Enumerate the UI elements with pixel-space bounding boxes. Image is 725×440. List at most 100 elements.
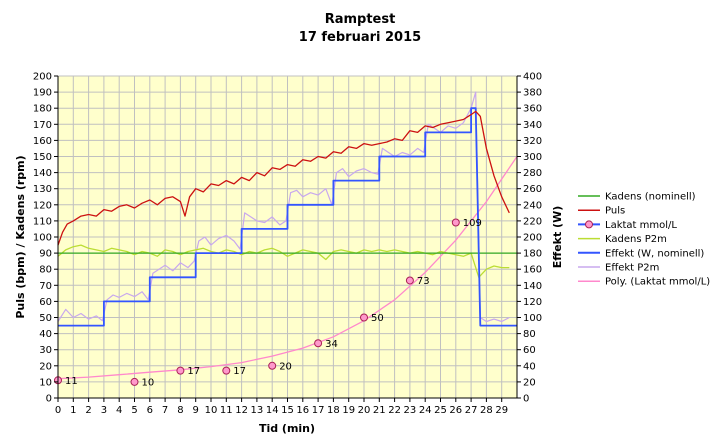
x-tick-label: 0	[55, 405, 61, 416]
y-tick-label: 170	[33, 120, 52, 131]
y-tick-label: 110	[33, 216, 52, 227]
series-line-poly-laktat-mmol-l	[57, 156, 518, 380]
x-axis-label: Tid (min)	[259, 422, 315, 435]
y-axis-label: Puls (bpm) / Kadens (rpm)	[14, 155, 27, 318]
laktat-point	[405, 276, 414, 285]
y-tick-label: 80	[39, 265, 52, 276]
y-tick-label: 190	[33, 88, 52, 99]
laktat-data-label: 73	[417, 276, 430, 287]
legend-label-puls: Puls	[605, 206, 625, 217]
x-tick-label: 18	[327, 405, 340, 416]
y2-axis-label: Effekt (W)	[551, 206, 564, 268]
laktat-data-label: 34	[325, 339, 338, 350]
laktat-point	[268, 361, 277, 370]
legend-label-effekt-w-nominell: Effekt (W, nominell)	[605, 248, 704, 259]
laktat-data-label: 17	[187, 366, 200, 377]
x-tick-label: 20	[358, 405, 371, 416]
laktat-point	[314, 339, 323, 348]
x-tick-label: 4	[116, 405, 122, 416]
y-tick-label: 30	[39, 345, 52, 356]
series-line-effekt-w-nominell	[58, 107, 517, 327]
x-tick-label: 11	[220, 405, 233, 416]
legend: Kadens (nominell) Puls Laktat mmol/L Kadens…	[578, 192, 710, 288]
y2-tick-label: 40	[523, 361, 536, 372]
y2-tick-label: 240	[523, 200, 542, 211]
x-tick-label: 16	[296, 405, 309, 416]
y-tick-label: 60	[39, 297, 52, 308]
x-tick-label: 13	[251, 405, 264, 416]
y-tick-label: 150	[33, 152, 52, 163]
x-tick-label: 19	[342, 405, 355, 416]
x-tick-label: 26	[449, 405, 462, 416]
y-tick-label: 70	[39, 281, 52, 292]
legend-label-poly-laktat-mmol-l: Poly. (Laktat mmol/L)	[605, 277, 710, 288]
y2-tick-label: 160	[523, 265, 542, 276]
y-tick-label: 50	[39, 313, 52, 324]
y-tick-label: 140	[33, 168, 52, 179]
y2-tick-label: 300	[523, 152, 542, 163]
y-tick-label: 40	[39, 329, 52, 340]
laktat-data-label: 109	[463, 218, 482, 229]
y2-tick-label: 0	[523, 394, 529, 405]
laktat-data-label: 17	[233, 366, 246, 377]
y2-tick-label: 400	[523, 72, 542, 83]
y2-tick-label: 380	[523, 88, 542, 99]
x-tick-label: 1	[70, 405, 76, 416]
y2-tick-label: 100	[523, 313, 542, 324]
y-tick-label: 130	[33, 184, 52, 195]
y2-tick-label: 280	[523, 168, 542, 179]
series-layer: 11 10 17 17 20 34 50 73 109	[54, 91, 518, 388]
laktat-point	[130, 377, 139, 386]
x-tick-label: 10	[205, 405, 218, 416]
y2-tick-label: 260	[523, 184, 542, 195]
y2-tick-label: 140	[523, 281, 542, 292]
laktat-data-label: 11	[65, 376, 78, 387]
x-tick-label: 12	[235, 405, 248, 416]
chart-title: Ramptest	[325, 12, 396, 27]
y2-tick-label: 180	[523, 249, 542, 260]
y2-tick-label: 20	[523, 377, 536, 388]
y2-tick-label: 360	[523, 104, 542, 115]
y-tick-label: 10	[39, 377, 52, 388]
y-tick-label: 0	[46, 394, 52, 405]
x-tick-label: 15	[281, 405, 294, 416]
legend-label-laktat-mmol-l: Laktat mmol/L	[605, 220, 677, 231]
laktat-point	[360, 313, 368, 322]
laktat-data-label: 20	[279, 361, 292, 372]
legend-label-effekt-p2m: Effekt P2m	[605, 263, 659, 274]
series-line-puls	[57, 110, 510, 246]
y2-tick-label: 120	[523, 297, 542, 308]
x-tick-label: 17	[312, 405, 325, 416]
x-tick-label: 25	[434, 405, 447, 416]
series-line-kadens-p2m	[57, 244, 510, 278]
chart-subtitle: 17 februari 2015	[299, 30, 421, 45]
grid-lines	[58, 75, 517, 398]
y2-tick-label: 220	[523, 216, 542, 227]
y2-tick-label: 200	[523, 233, 542, 244]
y2-tick-label: 320	[523, 136, 542, 147]
x-tick-label: 22	[388, 405, 401, 416]
y2-tick-label: 80	[523, 329, 536, 340]
axes: 0102030405060708090100110120130140150160…	[33, 72, 542, 417]
x-tick-label: 2	[85, 405, 91, 416]
x-tick-label: 6	[147, 405, 153, 416]
laktat-point	[176, 366, 185, 375]
x-tick-label: 29	[495, 405, 508, 416]
legend-label-kadens-nominell: Kadens (nominell)	[605, 192, 696, 203]
x-tick-label: 23	[404, 405, 417, 416]
laktat-point	[451, 218, 460, 227]
laktat-data-label: 50	[371, 313, 384, 324]
x-tick-label: 14	[266, 405, 279, 416]
x-tick-label: 28	[480, 405, 493, 416]
y-tick-label: 160	[33, 136, 52, 147]
x-tick-label: 5	[131, 405, 137, 416]
laktat-data-label: 10	[142, 377, 155, 388]
x-tick-label: 9	[193, 405, 199, 416]
legend-marker-laktat	[585, 220, 593, 229]
y2-tick-label: 340	[523, 120, 542, 131]
x-tick-label: 24	[419, 405, 432, 416]
x-tick-label: 27	[465, 405, 478, 416]
y-tick-label: 100	[33, 233, 52, 244]
y-tick-label: 200	[33, 72, 52, 83]
x-tick-label: 21	[373, 405, 386, 416]
